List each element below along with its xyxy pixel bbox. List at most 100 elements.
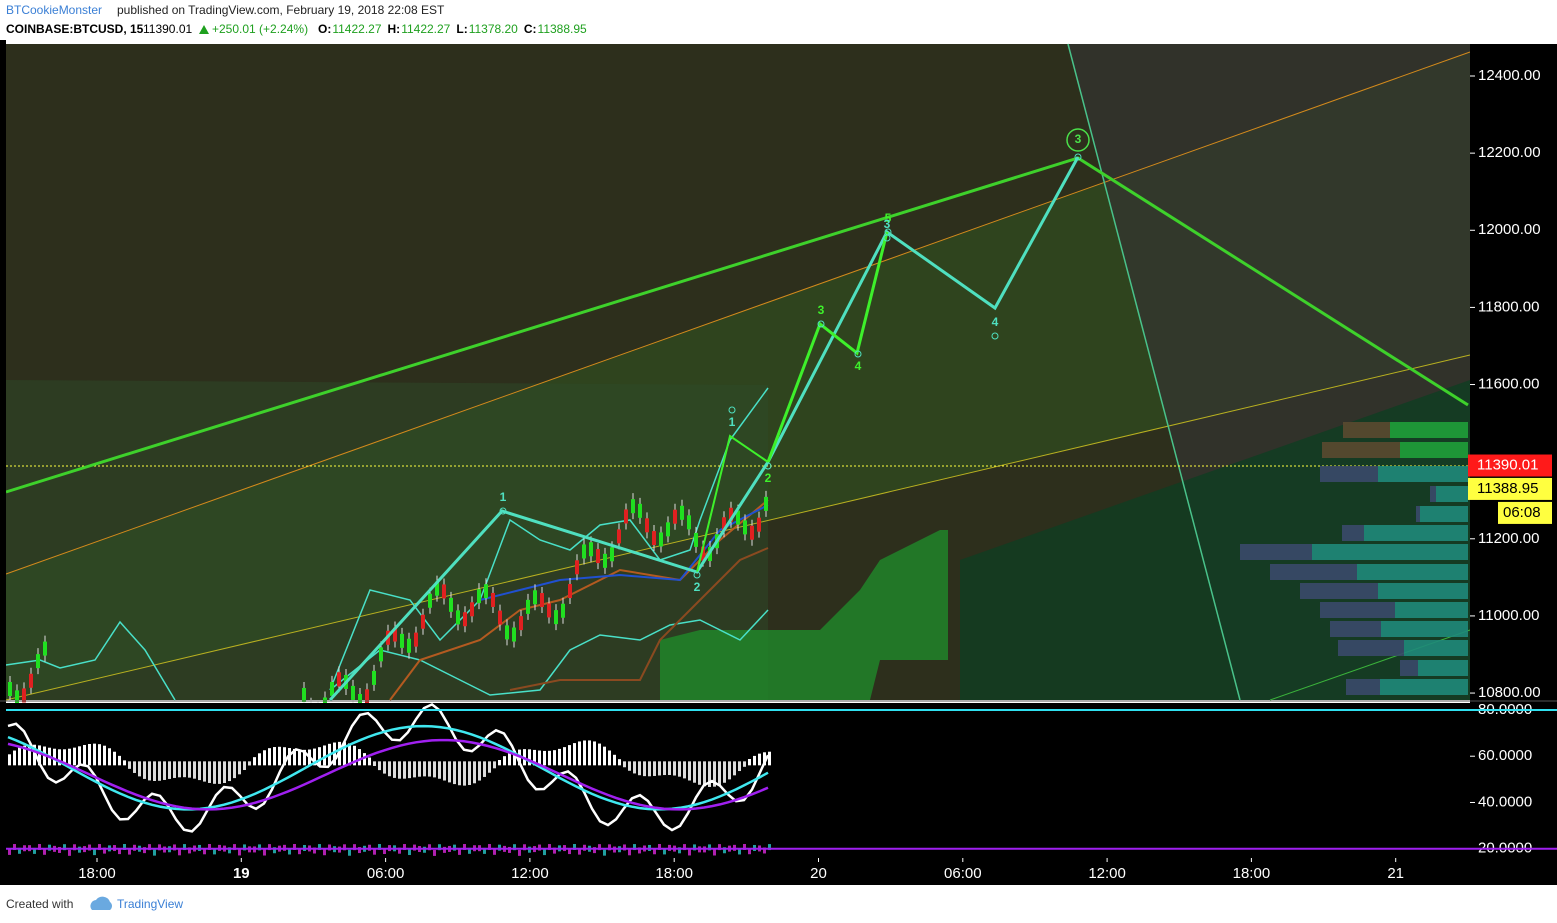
volume-bar	[118, 848, 121, 855]
histogram-bar	[458, 761, 461, 786]
histogram-bar	[58, 749, 61, 766]
candle	[624, 509, 628, 524]
histogram-bar	[553, 750, 556, 766]
histogram-bar	[383, 761, 386, 774]
oscillator-tick-label: 40.0000	[1478, 793, 1532, 810]
author[interactable]: BTCookieMonster	[6, 3, 102, 17]
histogram-bar	[378, 761, 381, 771]
volume-bar	[638, 847, 641, 854]
histogram-bar	[243, 761, 246, 771]
brand[interactable]: TradingView	[117, 897, 183, 911]
histogram-bar	[473, 761, 476, 784]
wave-path	[696, 434, 769, 573]
candle	[575, 560, 579, 575]
volume-bar	[373, 848, 376, 855]
ohlc-label: L:	[456, 22, 467, 36]
volume-bar	[608, 844, 611, 851]
histogram-bar	[273, 747, 276, 766]
histogram-bar	[133, 761, 136, 773]
histogram-bar	[303, 749, 306, 766]
price-tag	[1468, 477, 1552, 500]
histogram-bar	[103, 745, 106, 766]
wave-label: 4	[992, 315, 999, 329]
channel-line	[5, 51, 1471, 575]
candle	[764, 496, 768, 511]
histogram-bar	[488, 761, 491, 773]
histogram-bar	[223, 761, 226, 784]
price-tag-label: 11390.01	[1477, 456, 1538, 473]
histogram-bar	[93, 743, 96, 766]
ohlc-value: 11422.27	[332, 22, 381, 36]
volume-bar	[568, 848, 571, 855]
histogram-bar	[673, 761, 676, 776]
histogram-bar	[638, 761, 641, 776]
volume-bar	[33, 847, 36, 854]
wave-circle	[1066, 128, 1090, 152]
volume-bar	[518, 849, 521, 856]
profile-bar	[1338, 640, 1404, 656]
candle	[484, 584, 488, 599]
histogram-bar	[248, 761, 251, 766]
histogram-bar	[213, 761, 216, 784]
profile-bar	[1404, 640, 1468, 656]
candle	[337, 672, 341, 687]
candle	[456, 610, 460, 625]
histogram-bar	[483, 761, 486, 777]
time-label: 18:00	[1233, 865, 1271, 882]
volume-bar	[493, 848, 496, 855]
projection-zone	[960, 380, 1470, 700]
profile-bar	[1322, 442, 1400, 458]
volume-bar	[463, 844, 466, 851]
volume-bar	[183, 844, 186, 851]
volume-bar	[433, 849, 436, 856]
histogram-bar	[568, 745, 571, 766]
volume-bar	[153, 849, 156, 856]
histogram-bar	[53, 748, 56, 766]
oscillator-pane	[6, 703, 1470, 858]
volume-bar	[513, 844, 516, 851]
profile-bar	[1346, 679, 1380, 695]
histogram-bar	[168, 761, 171, 779]
volume-bar	[748, 848, 751, 855]
volume-bar	[238, 849, 241, 856]
profile-bar	[1342, 525, 1364, 541]
profile-bar	[1240, 544, 1312, 560]
candle	[400, 633, 404, 648]
candle	[652, 531, 656, 546]
time-label: 20	[810, 865, 827, 882]
volume-bar	[653, 848, 656, 855]
histogram-bar	[448, 761, 451, 783]
histogram-bar	[718, 761, 721, 786]
candle	[365, 689, 369, 704]
profile-bar	[1330, 621, 1381, 637]
volume-bar	[598, 844, 601, 851]
profile-bar	[1416, 506, 1420, 522]
baseline	[389, 499, 769, 701]
histogram-bar	[143, 761, 146, 779]
volume-bar	[68, 849, 71, 856]
candle	[421, 614, 425, 629]
histogram-bar	[588, 740, 591, 766]
trend-line	[1067, 43, 1241, 701]
volume-bar	[103, 847, 106, 854]
candle	[379, 647, 383, 662]
volume-bar	[443, 846, 446, 853]
histogram-bar	[293, 748, 296, 766]
logo	[90, 896, 112, 910]
volume-bar	[573, 844, 576, 851]
histogram-bar	[373, 761, 376, 766]
oscillator-line	[7, 738, 769, 811]
histogram-bar	[678, 761, 681, 777]
wave-point	[817, 320, 825, 328]
volume-bar	[178, 849, 181, 856]
candle	[589, 542, 593, 557]
histogram-bar	[318, 747, 321, 766]
volume-bar	[403, 844, 406, 851]
volume-bar	[43, 848, 46, 855]
wave-label: 1	[729, 415, 736, 429]
histogram-bar	[163, 761, 166, 780]
volume-bar	[768, 844, 771, 851]
histogram-bar	[478, 761, 481, 781]
histogram-bar	[663, 761, 666, 776]
volume-bar	[508, 846, 511, 853]
